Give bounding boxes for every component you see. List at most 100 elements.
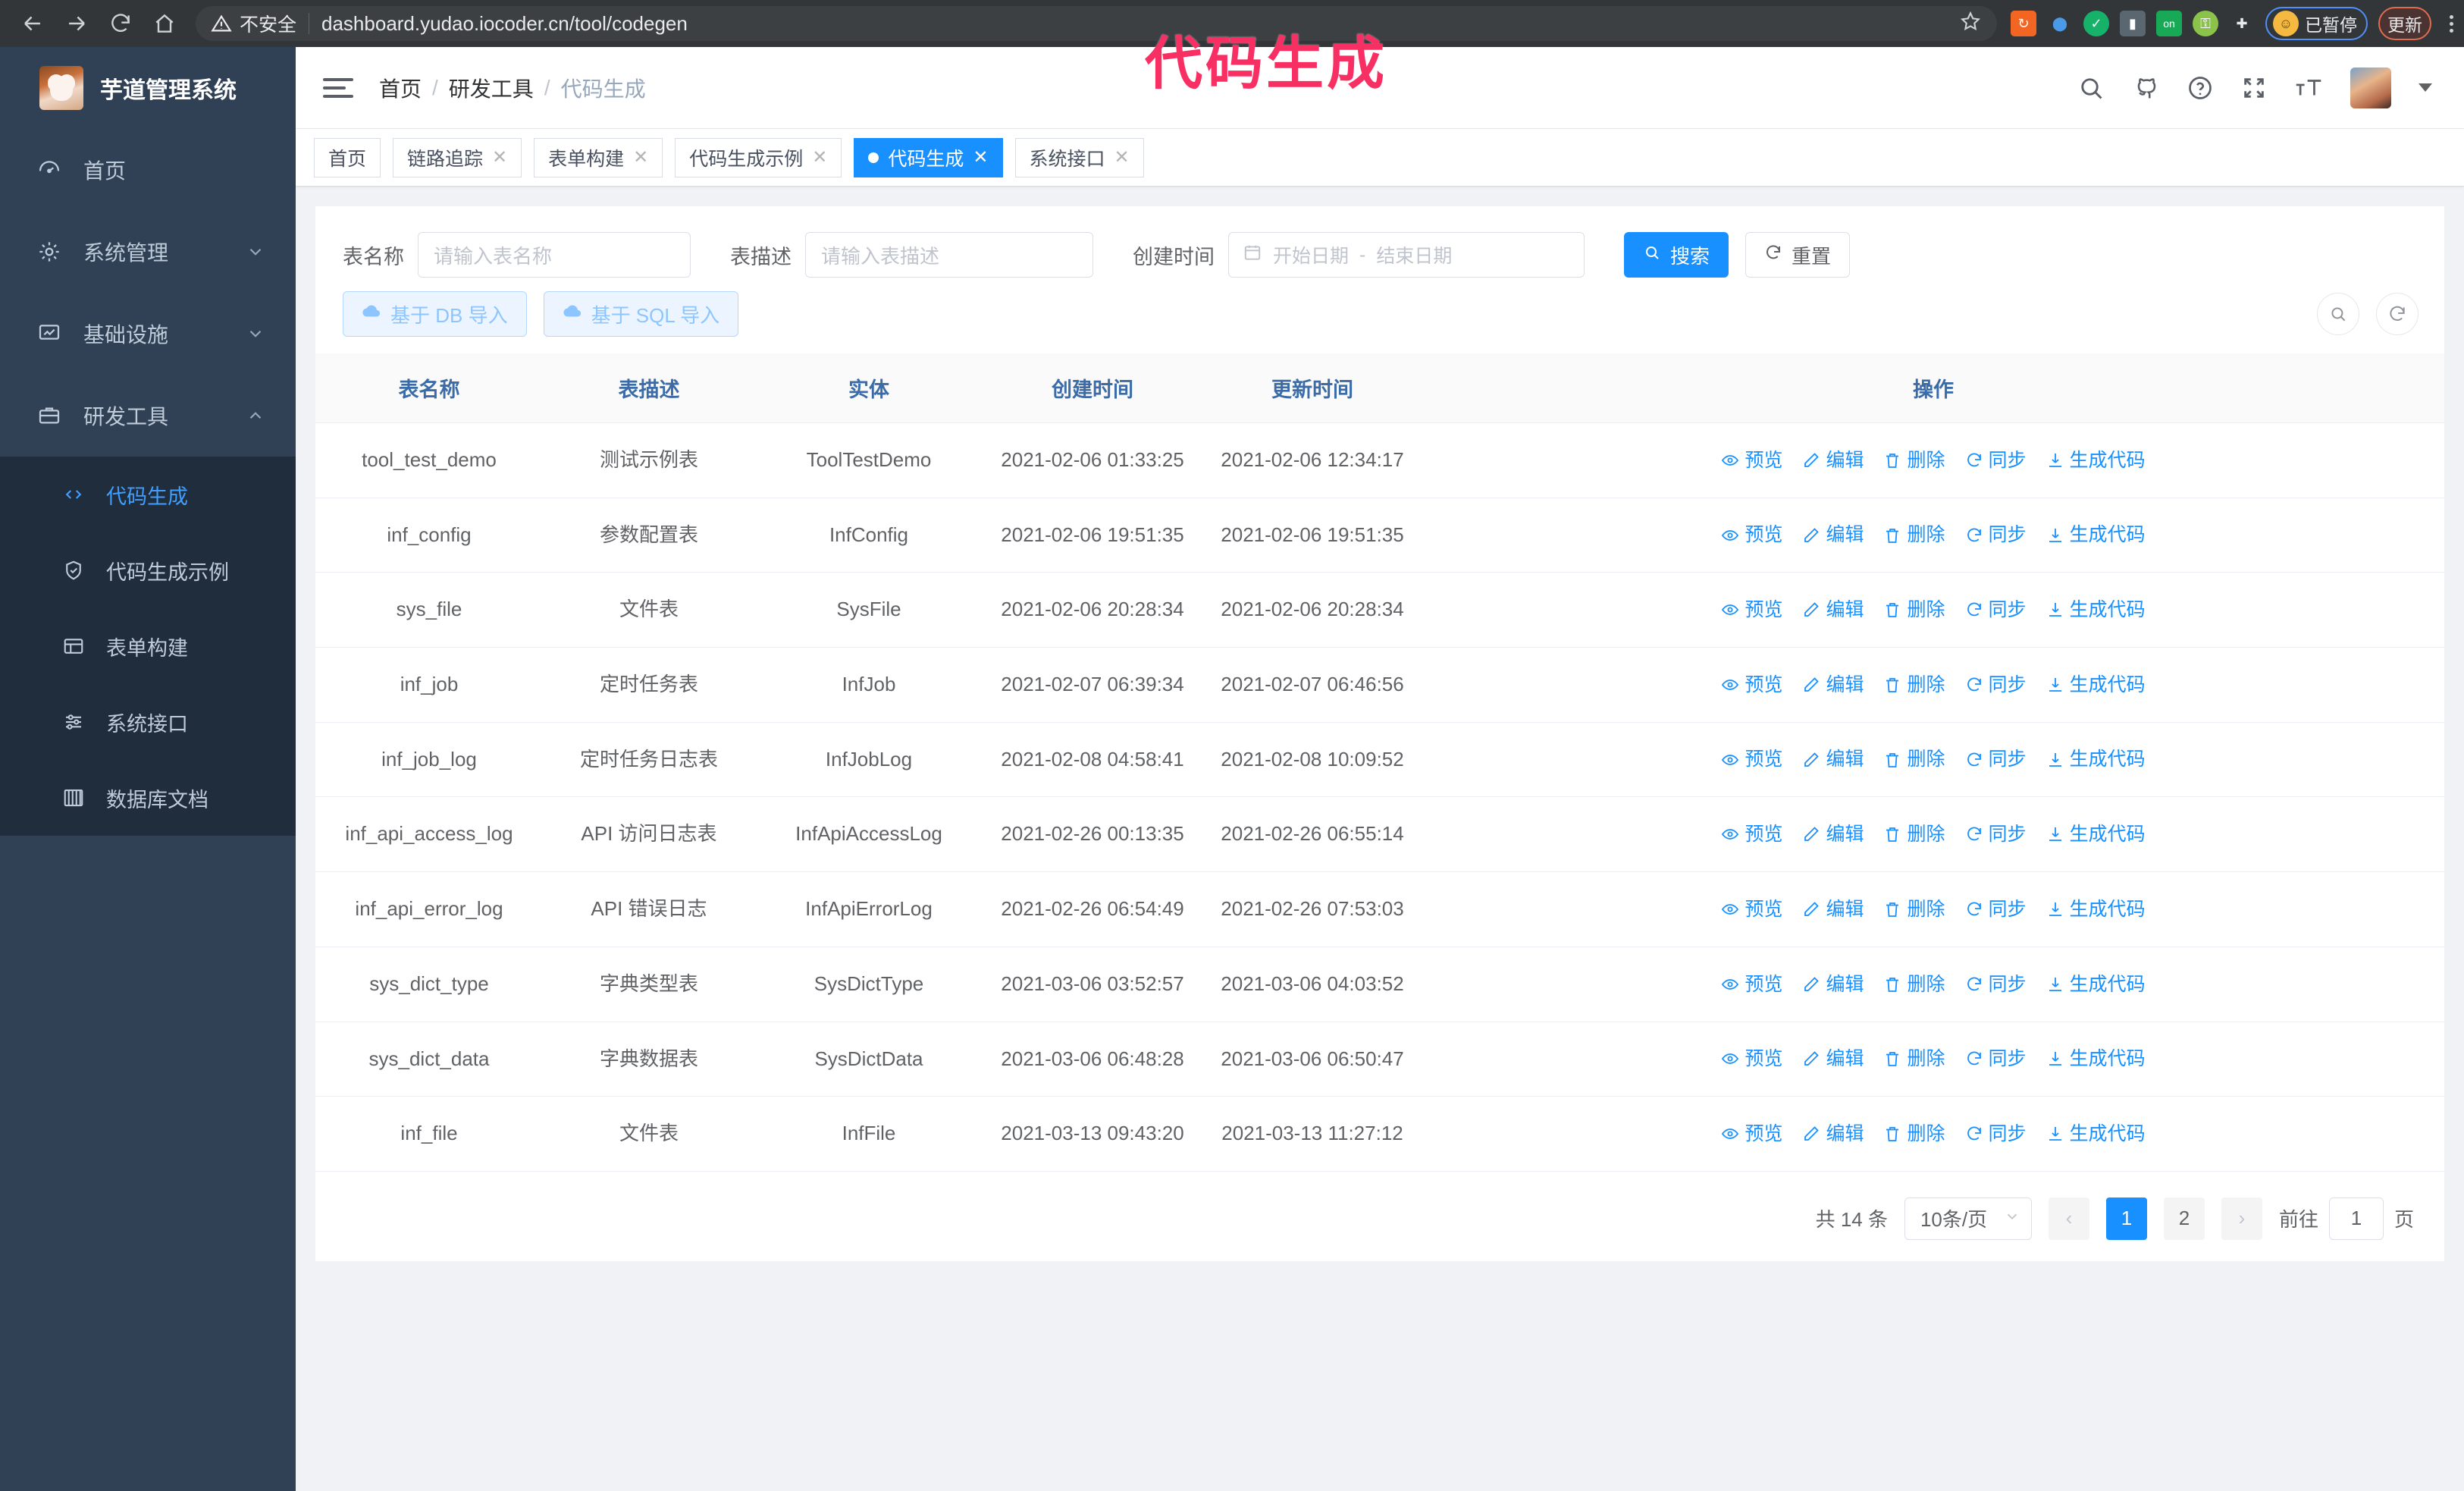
- action-同步[interactable]: 同步: [1965, 821, 2027, 848]
- breadcrumb-item-devtools[interactable]: 研发工具: [448, 77, 534, 101]
- action-编辑[interactable]: 编辑: [1802, 1045, 1864, 1072]
- table-row[interactable]: inf_file 文件表 InfFile 2021-03-13 09:43:20 202…: [315, 1096, 2444, 1172]
- action-删除[interactable]: 删除: [1883, 596, 1945, 623]
- action-编辑[interactable]: 编辑: [1802, 971, 1864, 998]
- tab-codegen[interactable]: 代码生成 ✕: [854, 137, 1003, 177]
- column-header-create-time[interactable]: 创建时间: [983, 353, 1202, 423]
- page-button-2[interactable]: 2: [2163, 1197, 2205, 1240]
- extension-icon-green-check[interactable]: ✓: [2083, 11, 2109, 36]
- action-编辑[interactable]: 编辑: [1802, 671, 1864, 698]
- next-page-button[interactable]: ›: [2221, 1197, 2262, 1240]
- extension-puzzle-icon[interactable]: ✚: [2236, 15, 2248, 31]
- action-预览[interactable]: 预览: [1721, 596, 1782, 623]
- tab-codegen-demo[interactable]: 代码生成示例 ✕: [675, 137, 842, 177]
- prev-page-button[interactable]: ‹: [2048, 1197, 2089, 1240]
- extension-icon-on[interactable]: on: [2156, 11, 2182, 36]
- action-删除[interactable]: 删除: [1883, 521, 1945, 548]
- fullscreen-icon[interactable]: [2241, 75, 2267, 101]
- action-删除[interactable]: 删除: [1883, 1120, 1945, 1147]
- action-删除[interactable]: 删除: [1883, 671, 1945, 698]
- sidebar-item-infrastructure[interactable]: 基础设施: [0, 293, 296, 375]
- sidebar-item-system-api[interactable]: 系统接口: [0, 684, 296, 760]
- url-text[interactable]: dashboard.yudao.iocoder.cn/tool/codegen: [321, 11, 688, 35]
- table-row[interactable]: tool_test_demo 测试示例表 ToolTestDemo 2021-02-0…: [315, 422, 2444, 498]
- action-编辑[interactable]: 编辑: [1802, 1120, 1864, 1147]
- sidebar-toggle-icon[interactable]: [323, 77, 353, 98]
- action-编辑[interactable]: 编辑: [1802, 746, 1864, 773]
- action-预览[interactable]: 预览: [1721, 1045, 1782, 1072]
- action-生成代码[interactable]: 生成代码: [2046, 896, 2146, 923]
- update-button[interactable]: 更新: [2378, 7, 2431, 40]
- action-编辑[interactable]: 编辑: [1802, 596, 1864, 623]
- action-预览[interactable]: 预览: [1721, 821, 1782, 848]
- search-button[interactable]: 搜索: [1624, 232, 1729, 278]
- font-size-icon[interactable]: [2294, 75, 2323, 101]
- action-同步[interactable]: 同步: [1965, 521, 2027, 548]
- date-end-input[interactable]: 结束日期: [1376, 246, 1453, 267]
- action-生成代码[interactable]: 生成代码: [2046, 596, 2146, 623]
- close-icon[interactable]: ✕: [812, 146, 828, 168]
- github-icon[interactable]: [2132, 74, 2159, 102]
- sidebar-item-home[interactable]: 首页: [0, 129, 296, 211]
- action-删除[interactable]: 删除: [1883, 896, 1945, 923]
- bookmark-star-icon[interactable]: [1959, 10, 1982, 38]
- action-编辑[interactable]: 编辑: [1802, 521, 1864, 548]
- sidebar-item-db-doc[interactable]: 数据库文档: [0, 760, 296, 836]
- action-预览[interactable]: 预览: [1721, 746, 1782, 773]
- action-删除[interactable]: 删除: [1883, 746, 1945, 773]
- date-start-input[interactable]: 开始日期: [1273, 246, 1350, 267]
- import-db-button[interactable]: 基于 DB 导入: [343, 291, 527, 337]
- action-同步[interactable]: 同步: [1965, 746, 2027, 773]
- action-生成代码[interactable]: 生成代码: [2046, 447, 2146, 474]
- action-预览[interactable]: 预览: [1721, 521, 1782, 548]
- tab-trace[interactable]: 链路追踪 ✕: [393, 137, 522, 177]
- action-编辑[interactable]: 编辑: [1802, 896, 1864, 923]
- table-row[interactable]: sys_file 文件表 SysFile 2021-02-06 20:28:34 202…: [315, 572, 2444, 648]
- tab-home[interactable]: 首页: [314, 137, 381, 177]
- action-删除[interactable]: 删除: [1883, 821, 1945, 848]
- sidebar-item-codegen-demo[interactable]: 代码生成示例: [0, 532, 296, 608]
- action-同步[interactable]: 同步: [1965, 447, 2027, 474]
- close-icon[interactable]: ✕: [1114, 146, 1130, 168]
- action-生成代码[interactable]: 生成代码: [2046, 1120, 2146, 1147]
- sidebar-item-dev-tools[interactable]: 研发工具: [0, 375, 296, 457]
- back-button[interactable]: [11, 2, 55, 46]
- page-button-1[interactable]: 1: [2105, 1197, 2147, 1240]
- forward-button[interactable]: [55, 2, 99, 46]
- refresh-icon[interactable]: [2376, 293, 2419, 335]
- table-row[interactable]: sys_dict_type 字典类型表 SysDictType 2021-03-06 …: [315, 946, 2444, 1022]
- action-生成代码[interactable]: 生成代码: [2046, 1045, 2146, 1072]
- action-删除[interactable]: 删除: [1883, 971, 1945, 998]
- action-同步[interactable]: 同步: [1965, 1045, 2027, 1072]
- sidebar-item-codegen[interactable]: 代码生成: [0, 457, 296, 532]
- action-同步[interactable]: 同步: [1965, 1120, 2027, 1147]
- table-row[interactable]: inf_config 参数配置表 InfConfig 2021-02-06 19:51…: [315, 498, 2444, 573]
- action-编辑[interactable]: 编辑: [1802, 447, 1864, 474]
- extension-icon-tab[interactable]: ▮: [2120, 11, 2146, 36]
- home-button[interactable]: [143, 2, 187, 46]
- tab-system-api[interactable]: 系统接口 ✕: [1014, 137, 1144, 177]
- action-生成代码[interactable]: 生成代码: [2046, 746, 2146, 773]
- date-range-picker[interactable]: 开始日期 - 结束日期: [1228, 232, 1585, 278]
- action-预览[interactable]: 预览: [1721, 896, 1782, 923]
- extension-icon-key[interactable]: ⚿: [2193, 11, 2218, 36]
- action-编辑[interactable]: 编辑: [1802, 821, 1864, 848]
- jump-page-input[interactable]: 1: [2328, 1197, 2384, 1240]
- sidebar-brand[interactable]: 芋道管理系统: [0, 47, 296, 129]
- search-icon[interactable]: [2317, 293, 2359, 335]
- action-删除[interactable]: 删除: [1883, 1045, 1945, 1072]
- table-row[interactable]: inf_job 定时任务表 InfJob 2021-02-07 06:39:34 202…: [315, 647, 2444, 723]
- search-icon[interactable]: [2077, 74, 2105, 102]
- column-header-update-time[interactable]: 更新时间: [1202, 353, 1422, 423]
- action-删除[interactable]: 删除: [1883, 447, 1945, 474]
- extension-icon-blue-pin[interactable]: ⬤: [2052, 15, 2068, 31]
- close-icon[interactable]: ✕: [492, 146, 508, 168]
- close-icon[interactable]: ✕: [633, 146, 649, 168]
- chevron-down-icon[interactable]: [2419, 83, 2432, 92]
- table-desc-input[interactable]: 请输入表描述: [805, 232, 1093, 278]
- close-icon[interactable]: ✕: [973, 146, 989, 168]
- action-生成代码[interactable]: 生成代码: [2046, 971, 2146, 998]
- table-row[interactable]: inf_api_error_log API 错误日志 InfApiErrorLog 2…: [315, 871, 2444, 947]
- table-row[interactable]: sys_dict_data 字典数据表 SysDictData 2021-03-06 …: [315, 1022, 2444, 1097]
- tab-form-builder[interactable]: 表单构建 ✕: [534, 137, 663, 177]
